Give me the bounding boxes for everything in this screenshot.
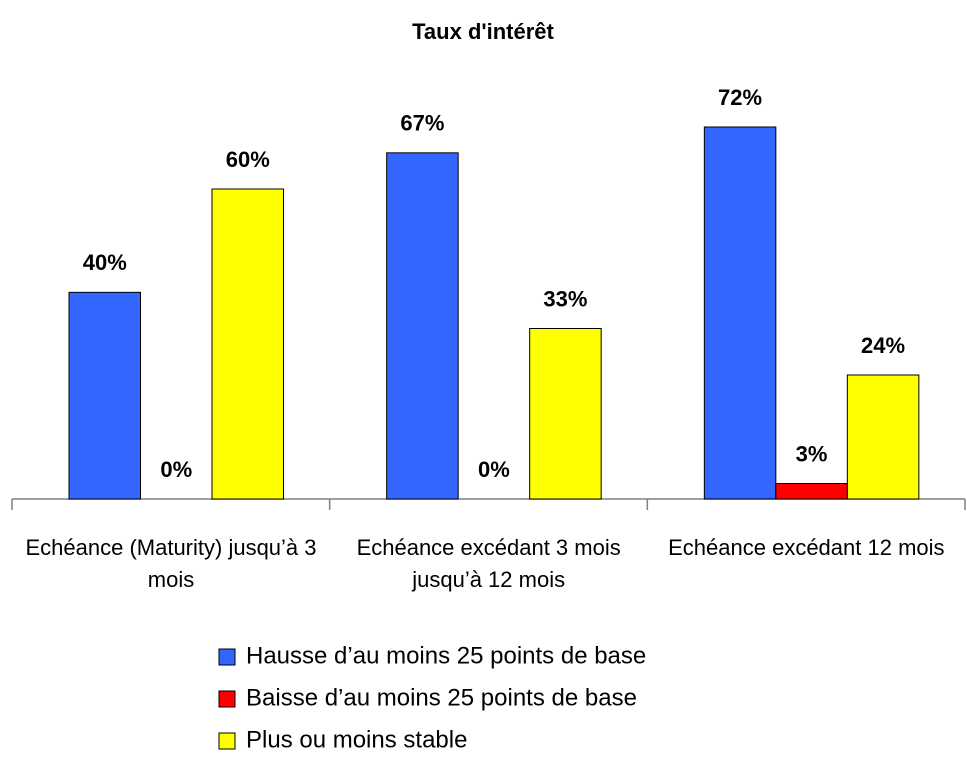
data-label: 67% — [400, 111, 444, 136]
legend-swatch — [218, 732, 236, 750]
legend-swatch — [218, 648, 236, 666]
x-tick-label: Echéance (Maturity) jusqu’à 3 mois — [25, 535, 317, 592]
data-label: 33% — [543, 286, 587, 311]
legend-label: Baisse d’au moins 25 points de base — [246, 684, 637, 711]
bar — [703, 126, 777, 500]
data-label: 0% — [160, 457, 192, 482]
bar — [386, 152, 459, 500]
bar — [846, 374, 920, 500]
bar — [775, 483, 848, 500]
bar — [211, 188, 284, 500]
legend-label: Plus ou moins stable — [246, 726, 467, 753]
data-label: 60% — [226, 147, 270, 172]
data-label: 40% — [83, 250, 127, 275]
legend-swatch — [218, 690, 236, 708]
x-tick-label: Echéance excédant 3 mois jusqu’à 12 mois — [356, 535, 621, 592]
x-tick-label: Echéance excédant 12 mois — [668, 535, 945, 560]
bar — [68, 291, 141, 500]
bar — [529, 328, 602, 500]
data-label: 0% — [478, 457, 510, 482]
data-label: 3% — [796, 441, 828, 466]
data-label: 24% — [861, 333, 905, 358]
chart-title: Taux d'intérêt — [412, 19, 554, 44]
legend-label: Hausse d’au moins 25 points de base — [246, 642, 646, 669]
data-label: 72% — [718, 85, 762, 110]
